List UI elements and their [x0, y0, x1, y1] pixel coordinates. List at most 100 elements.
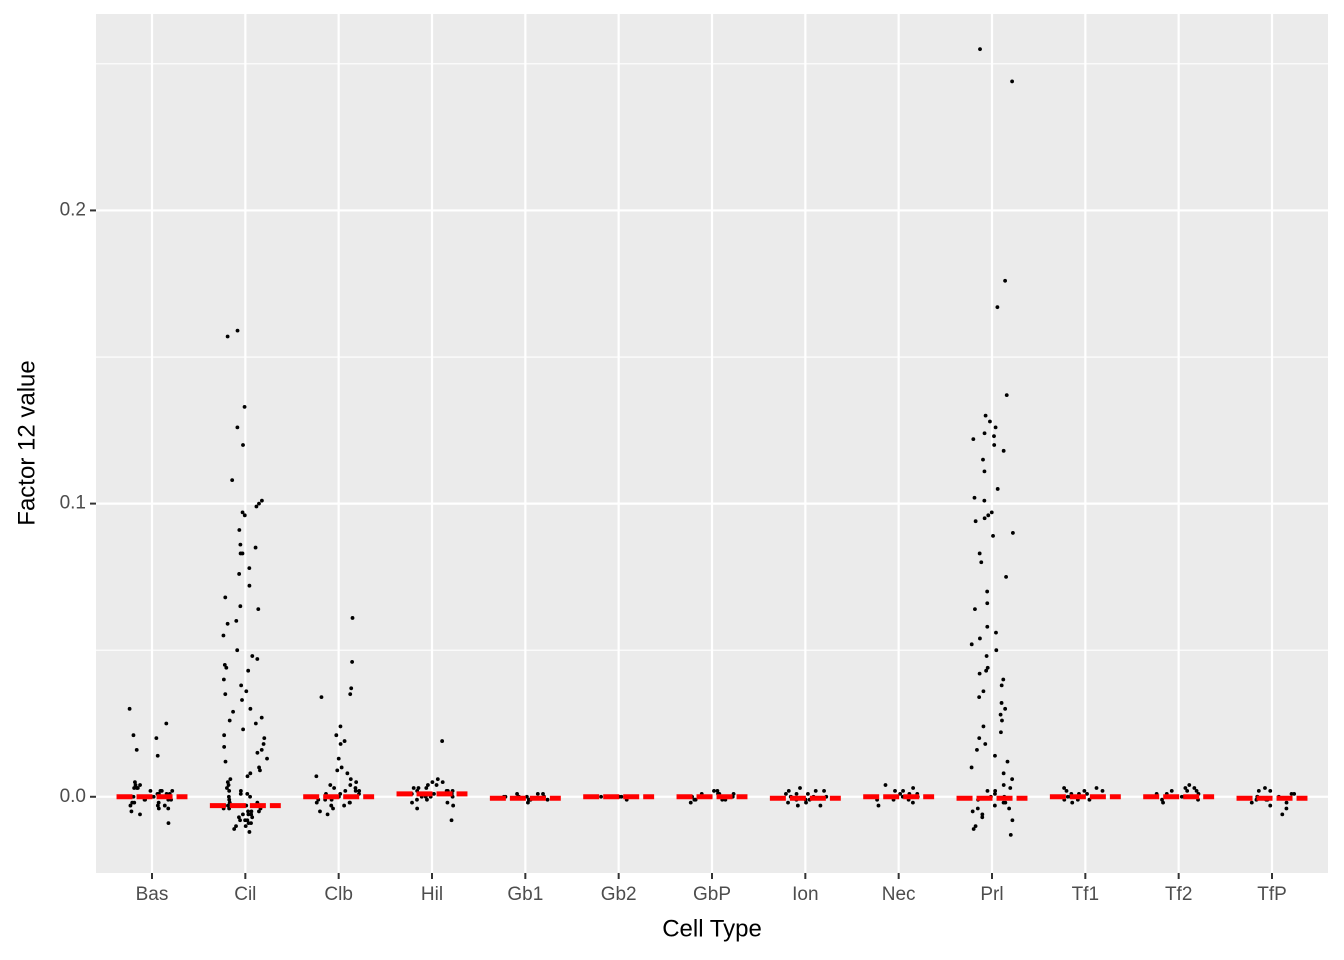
point — [319, 695, 324, 699]
point — [348, 692, 353, 697]
point — [1008, 786, 1013, 790]
point — [354, 780, 359, 785]
point — [901, 789, 905, 793]
point — [265, 756, 269, 761]
point — [786, 789, 791, 793]
point — [226, 794, 231, 799]
point — [1003, 278, 1007, 283]
point — [154, 736, 159, 741]
point — [151, 794, 156, 799]
point — [222, 733, 227, 738]
point — [822, 789, 826, 793]
point — [712, 789, 716, 793]
point — [223, 595, 228, 600]
point — [250, 815, 255, 820]
point — [999, 701, 1004, 705]
point — [1179, 794, 1184, 799]
point — [331, 806, 335, 811]
point — [238, 604, 243, 609]
point — [162, 803, 167, 808]
point — [883, 783, 888, 787]
point — [225, 621, 230, 626]
point — [258, 768, 262, 773]
point — [535, 791, 540, 796]
point — [1161, 800, 1165, 805]
point — [970, 809, 975, 814]
point — [257, 765, 261, 770]
point — [225, 780, 230, 785]
point — [971, 827, 976, 831]
point — [240, 698, 244, 702]
point — [981, 457, 985, 462]
point — [246, 668, 251, 673]
point — [1010, 818, 1015, 823]
point — [222, 662, 227, 667]
point — [991, 533, 995, 538]
point — [995, 487, 1000, 491]
point — [257, 809, 261, 814]
point — [445, 800, 450, 805]
point — [981, 689, 986, 694]
x-tick-label: Ion — [792, 884, 818, 905]
point — [986, 513, 991, 518]
point — [253, 545, 258, 550]
point — [806, 791, 810, 796]
point — [1007, 806, 1012, 811]
point — [449, 818, 454, 823]
point — [599, 794, 603, 799]
point — [416, 786, 421, 790]
point — [249, 821, 253, 826]
point — [985, 589, 990, 594]
point — [1094, 786, 1099, 790]
point — [353, 786, 358, 790]
x-tick-label: Clb — [324, 884, 353, 905]
point — [524, 794, 529, 799]
point — [978, 636, 982, 641]
point — [342, 739, 347, 743]
point — [985, 665, 990, 670]
point — [335, 768, 340, 773]
point — [334, 733, 339, 738]
point — [133, 783, 138, 787]
x-tick-label: Hil — [421, 884, 443, 905]
point — [243, 824, 248, 828]
point — [988, 419, 992, 424]
point — [131, 733, 136, 738]
point — [246, 812, 251, 817]
point — [314, 800, 319, 805]
point — [1065, 794, 1070, 799]
point — [245, 774, 250, 779]
point — [221, 633, 226, 638]
point — [349, 686, 354, 691]
point — [155, 753, 160, 758]
point — [170, 789, 175, 793]
point — [234, 618, 239, 623]
x-tick-label: Tf1 — [1072, 884, 1099, 905]
point — [541, 791, 545, 796]
x-tick-label: Cil — [234, 884, 256, 905]
point — [1064, 789, 1069, 793]
point — [977, 736, 982, 741]
point — [242, 404, 247, 409]
point — [237, 528, 242, 532]
point — [715, 789, 720, 793]
point — [411, 786, 416, 790]
point — [876, 803, 881, 808]
point — [244, 689, 249, 694]
point — [451, 803, 456, 808]
point — [982, 516, 987, 521]
point — [1289, 791, 1294, 796]
point — [314, 774, 319, 779]
point — [992, 443, 997, 447]
point — [226, 803, 230, 808]
point — [983, 413, 988, 418]
point — [262, 736, 267, 741]
point — [992, 434, 996, 439]
point — [1268, 789, 1273, 793]
point — [1001, 783, 1006, 787]
point — [132, 786, 137, 790]
point — [237, 815, 241, 820]
point — [159, 789, 164, 793]
point — [981, 724, 986, 729]
